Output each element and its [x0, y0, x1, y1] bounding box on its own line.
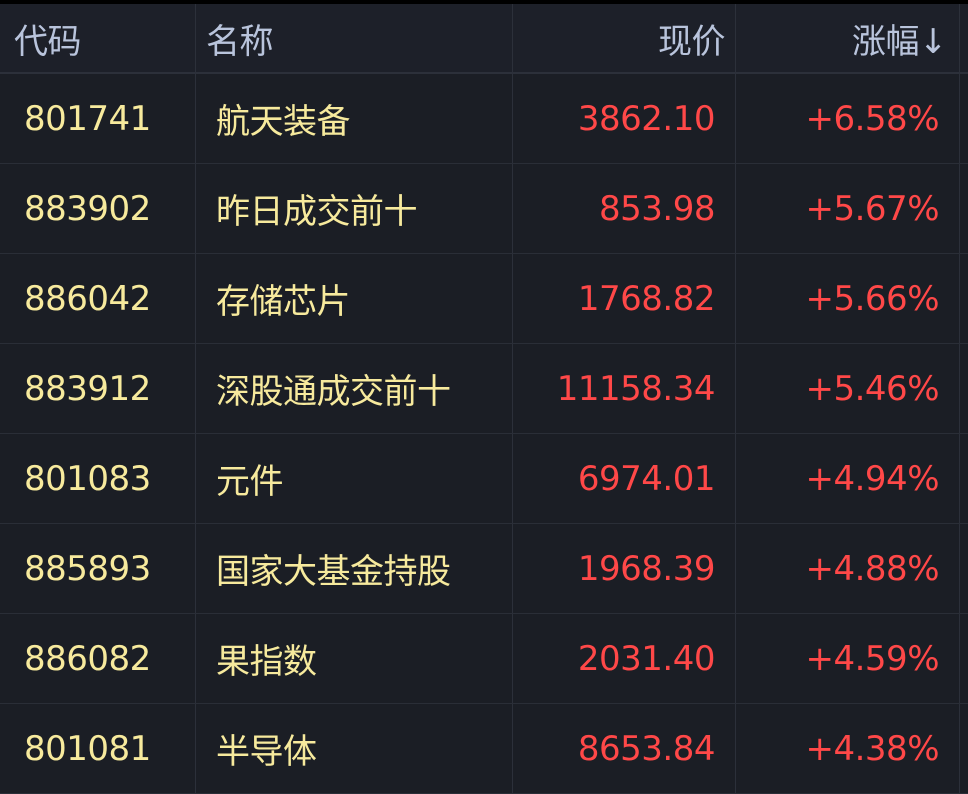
header-code[interactable]: 代码: [0, 4, 196, 72]
sector-name: 国家大基金持股: [196, 524, 513, 613]
sector-code: 883912: [0, 344, 196, 433]
table-row[interactable]: 886082 果指数 2031.40 +4.59%: [0, 614, 968, 704]
change-percent: +4.38%: [736, 704, 960, 793]
row-spacer: [960, 614, 968, 703]
row-spacer: [960, 164, 968, 253]
sector-name: 存储芯片: [196, 254, 513, 343]
sector-code: 885893: [0, 524, 196, 613]
row-spacer: [960, 704, 968, 793]
sector-code: 801081: [0, 704, 196, 793]
table-row[interactable]: 886042 存储芯片 1768.82 +5.66%: [0, 254, 968, 344]
sector-name: 元件: [196, 434, 513, 523]
change-percent: +5.67%: [736, 164, 960, 253]
table-row[interactable]: 883902 昨日成交前十 853.98 +5.67%: [0, 164, 968, 254]
sector-code: 801741: [0, 74, 196, 163]
sector-code: 883902: [0, 164, 196, 253]
row-spacer: [960, 434, 968, 523]
sector-ranking-table: 代码 名称 现价 涨幅↓ 801741 航天装备 3862.10 +6.58% …: [0, 4, 968, 794]
sector-name: 深股通成交前十: [196, 344, 513, 433]
sector-name: 半导体: [196, 704, 513, 793]
change-percent: +5.46%: [736, 344, 960, 433]
current-price: 1968.39: [513, 524, 736, 613]
table-header: 代码 名称 现价 涨幅↓: [0, 4, 968, 74]
header-price[interactable]: 现价: [513, 4, 736, 72]
row-spacer: [960, 344, 968, 433]
current-price: 8653.84: [513, 704, 736, 793]
current-price: 11158.34: [513, 344, 736, 433]
current-price: 3862.10: [513, 74, 736, 163]
change-percent: +4.59%: [736, 614, 960, 703]
sector-name: 航天装备: [196, 74, 513, 163]
change-percent: +4.88%: [736, 524, 960, 613]
header-name[interactable]: 名称: [196, 4, 513, 72]
sector-code: 886042: [0, 254, 196, 343]
sector-name: 昨日成交前十: [196, 164, 513, 253]
current-price: 853.98: [513, 164, 736, 253]
sector-name: 果指数: [196, 614, 513, 703]
table-row[interactable]: 883912 深股通成交前十 11158.34 +5.46%: [0, 344, 968, 434]
change-percent: +4.94%: [736, 434, 960, 523]
current-price: 6974.01: [513, 434, 736, 523]
sector-code: 886082: [0, 614, 196, 703]
current-price: 1768.82: [513, 254, 736, 343]
row-spacer: [960, 254, 968, 343]
table-row[interactable]: 801081 半导体 8653.84 +4.38%: [0, 704, 968, 794]
table-row[interactable]: 801741 航天装备 3862.10 +6.58%: [0, 74, 968, 164]
current-price: 2031.40: [513, 614, 736, 703]
table-row[interactable]: 801083 元件 6974.01 +4.94%: [0, 434, 968, 524]
row-spacer: [960, 524, 968, 613]
row-spacer: [960, 74, 968, 163]
change-percent: +5.66%: [736, 254, 960, 343]
table-row[interactable]: 885893 国家大基金持股 1968.39 +4.88%: [0, 524, 968, 614]
header-change-sorted-desc[interactable]: 涨幅↓: [736, 4, 960, 72]
sector-code: 801083: [0, 434, 196, 523]
change-percent: +6.58%: [736, 74, 960, 163]
header-spacer: [960, 4, 968, 72]
